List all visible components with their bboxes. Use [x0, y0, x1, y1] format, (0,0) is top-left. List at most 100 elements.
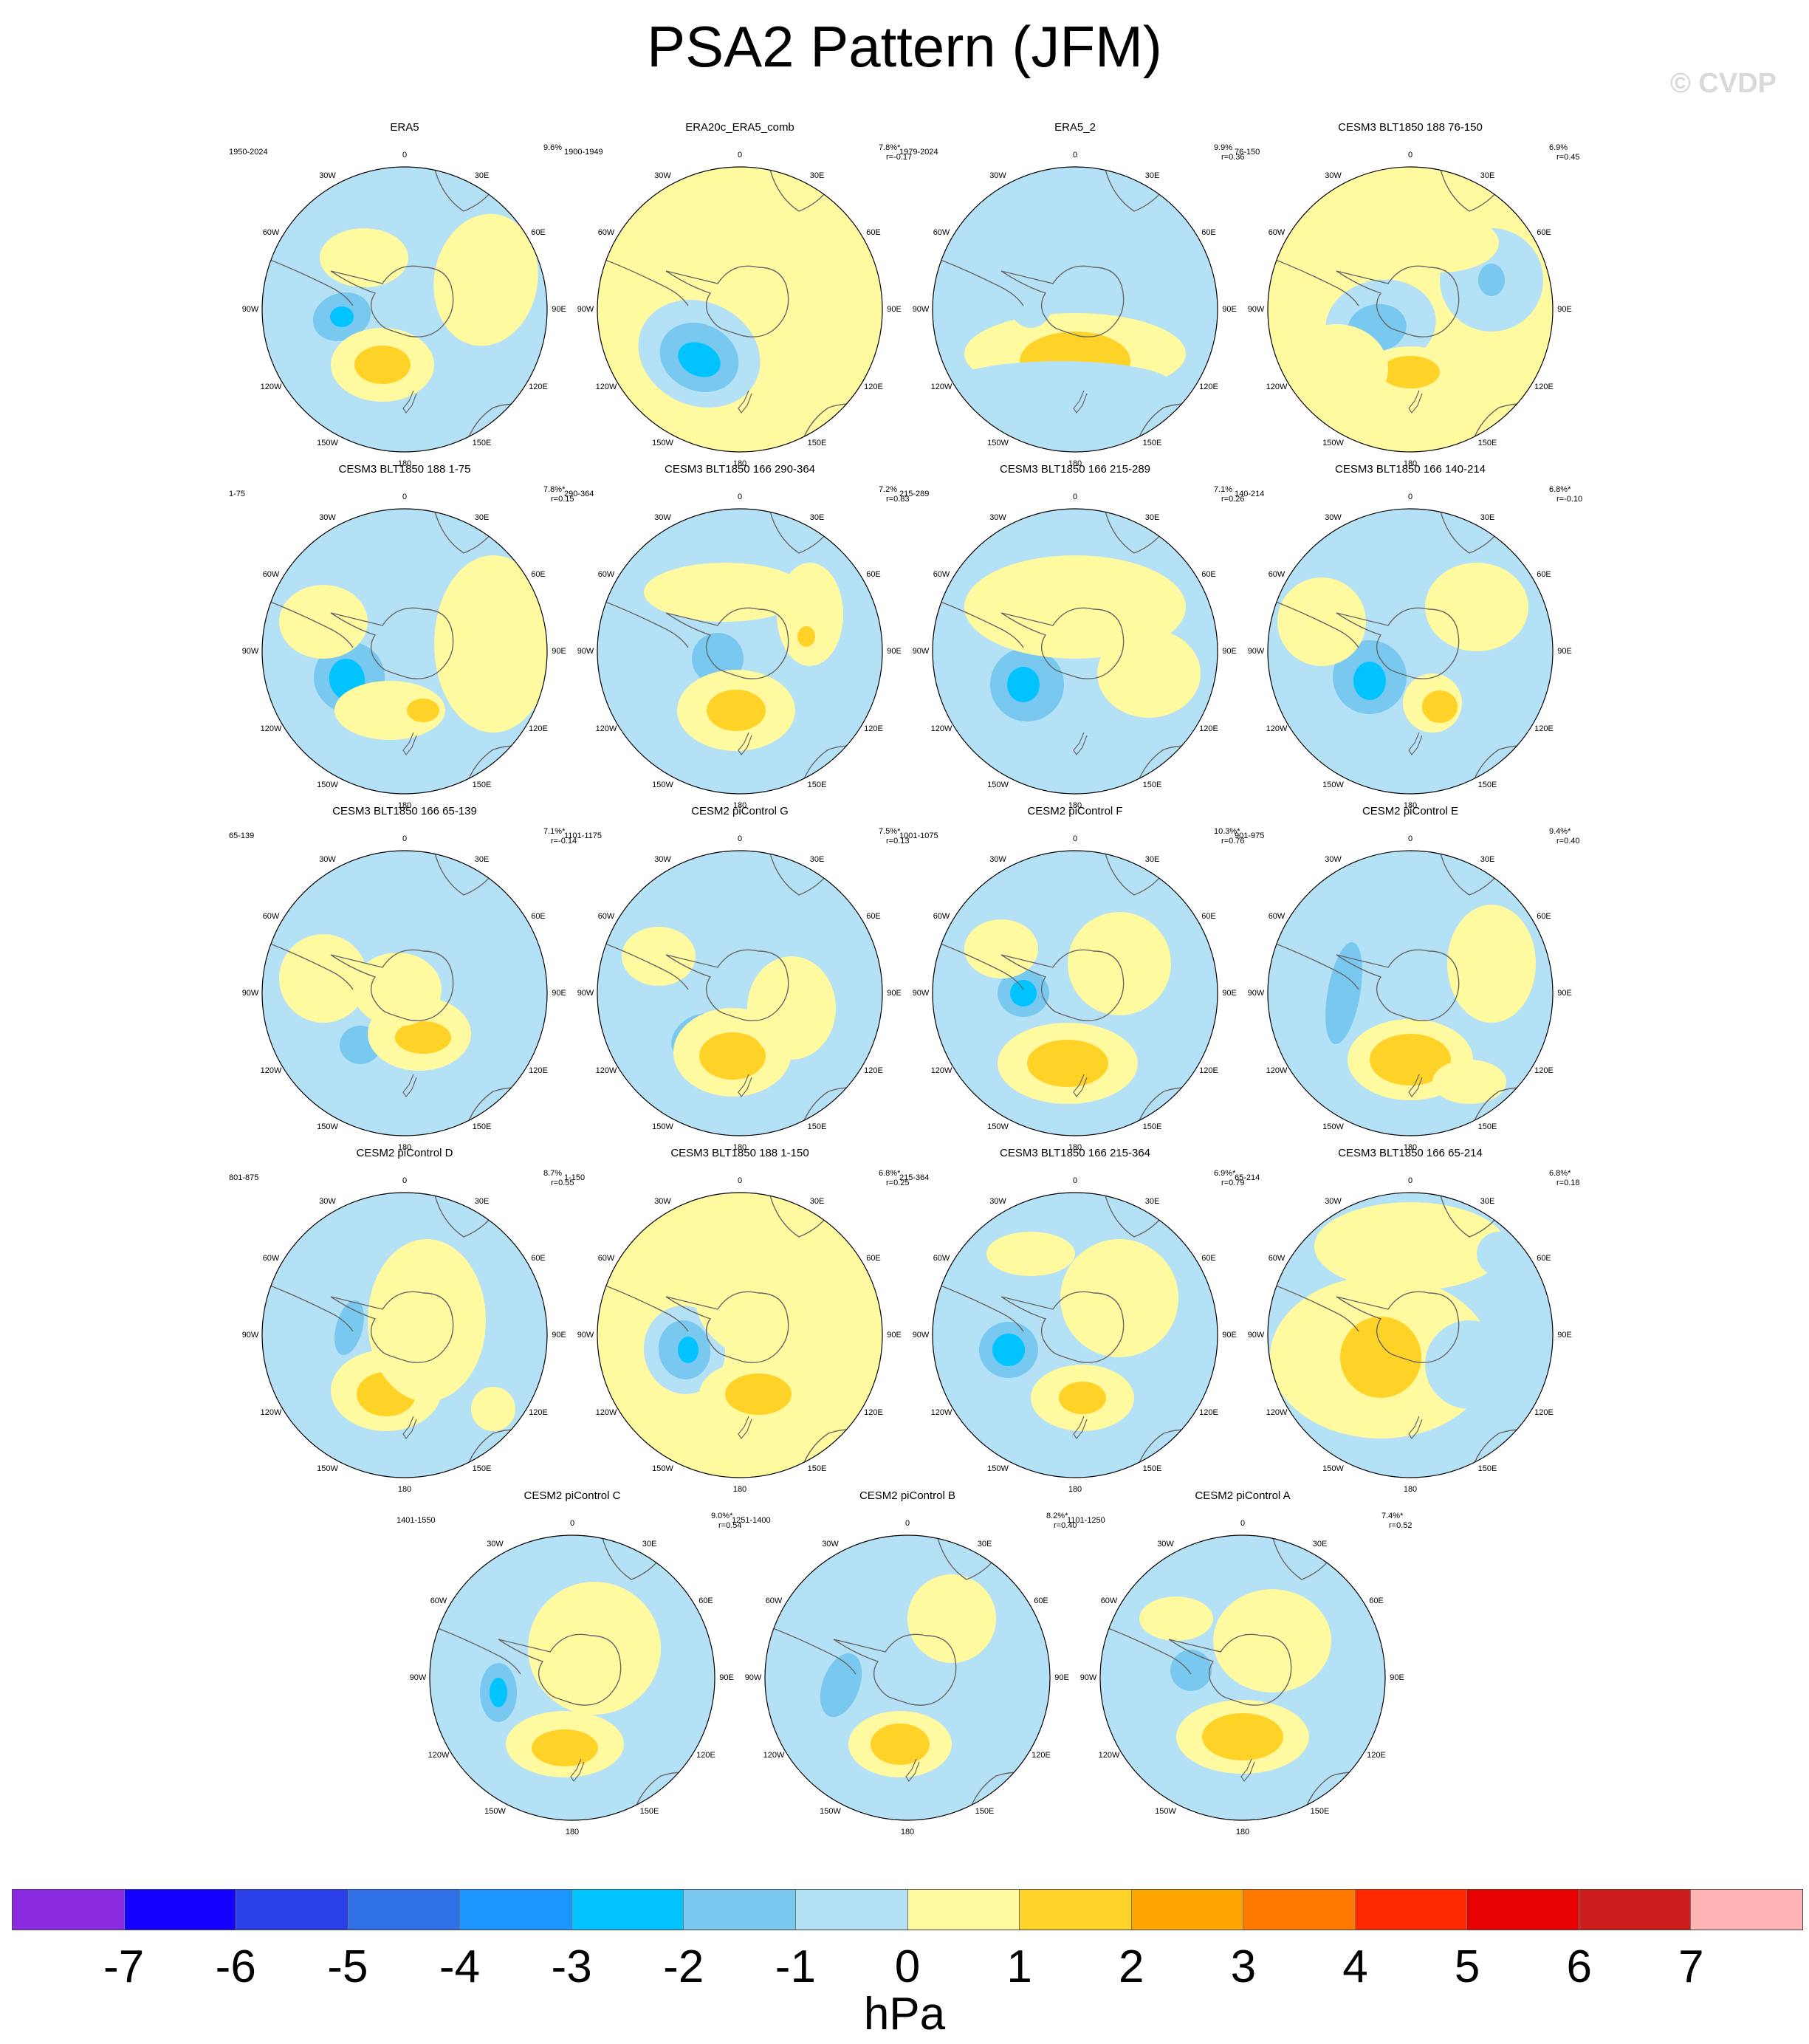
lon-label-60e: 60E — [531, 569, 546, 579]
panel-explained-variance: 6.8%* — [1549, 1169, 1571, 1178]
lon-label-60w: 60W — [430, 1596, 447, 1605]
colorbar-cell — [571, 1890, 684, 1930]
lon-label-150e: 150E — [472, 1464, 492, 1473]
panel-title: CESM3 BLT1850 166 290-364 — [664, 463, 816, 476]
lon-label-90w: 90W — [577, 647, 594, 656]
new-zealand-coastline — [1073, 390, 1088, 414]
africa-coastline — [433, 1193, 494, 1238]
africa-coastline — [601, 1535, 662, 1580]
map-panel-cesm2-picontrol-c: CESM2 piControl C 1401-1550 9.0%* r=0.54 0 30… — [380, 1489, 764, 1844]
lon-label-180: 180 — [1403, 1143, 1418, 1152]
panel-period: 1900-1949 — [564, 148, 603, 157]
africa-coastline — [1439, 167, 1500, 212]
polar-map — [932, 166, 1218, 453]
lon-label-90e: 90E — [887, 305, 902, 314]
lon-label-180: 180 — [732, 1485, 747, 1494]
lon-label-30e: 30E — [977, 1540, 992, 1549]
lon-label-60w: 60W — [262, 911, 280, 921]
panel-explained-variance: 6.8%* — [879, 1169, 901, 1178]
lon-label-150w: 150W — [987, 438, 1009, 447]
contour-region — [354, 346, 411, 384]
africa-coastline — [1104, 509, 1164, 554]
lon-label-30w: 30W — [989, 855, 1006, 864]
south-america-coastline — [934, 257, 1024, 306]
lon-label-30w: 30W — [654, 513, 671, 522]
lon-label-120w: 120W — [930, 1407, 952, 1417]
panel-period: 901-975 — [1235, 831, 1265, 840]
lon-label-60w: 60W — [933, 569, 950, 579]
panel-pattern-correlation: r=0.18 — [1556, 1179, 1580, 1187]
contour-region — [678, 1337, 698, 1363]
panel-explained-variance: 7.8%* — [879, 143, 901, 152]
lon-label-120w: 120W — [595, 1066, 617, 1075]
contour-region — [1048, 1052, 1087, 1075]
antarctica-coastline — [1000, 607, 1125, 679]
lon-label-30w: 30W — [319, 513, 336, 522]
contour-region — [1170, 1650, 1212, 1691]
map-panel-cesm3-blt1850-166-65-214: CESM3 BLT1850 166 65-214 65-214 6.8%* r=0.1… — [1218, 1147, 1602, 1501]
lon-label-60e: 60E — [1537, 1253, 1551, 1263]
lon-label-0: 0 — [1407, 1176, 1413, 1185]
lon-label-60e: 60E — [1034, 1596, 1048, 1605]
lon-label-90e: 90E — [1222, 305, 1237, 314]
contour-region — [1477, 1232, 1521, 1276]
lon-label-120w: 120W — [1266, 1066, 1288, 1075]
lon-label-150e: 150E — [1477, 438, 1497, 447]
lon-label-30e: 30E — [809, 855, 825, 864]
contour-region — [871, 1781, 944, 1811]
map-panel-cesm2-picontrol-e: CESM2 piControl E 901-975 9.4%* r=0.40 0 30E 6… — [1218, 805, 1602, 1159]
watermark: © CVDP — [1669, 68, 1777, 99]
panel-period: 65-139 — [229, 831, 255, 840]
panel-pattern-correlation: r=0.26 — [1221, 495, 1245, 504]
lon-label-120w: 120W — [428, 1750, 450, 1760]
contour-region — [1432, 1060, 1506, 1104]
lon-label-120w: 120W — [930, 382, 952, 391]
colorbar-tick-label: -4 — [439, 1941, 481, 1992]
panel-period: 1101-1250 — [1067, 1516, 1105, 1525]
lon-label-120e: 120E — [1534, 382, 1554, 391]
antarctica-coastline — [1000, 949, 1125, 1021]
map-border — [261, 508, 548, 795]
colorbar-tick-label: 5 — [1454, 1941, 1480, 1992]
contour-region — [644, 1416, 777, 1475]
map-border — [1099, 1534, 1386, 1821]
contour-region — [725, 1373, 792, 1415]
colorbar-tick-label: -1 — [775, 1941, 816, 1992]
lon-label-30w: 30W — [1157, 1540, 1174, 1549]
lon-label-120e: 120E — [529, 382, 548, 391]
new-zealand-coastline — [570, 1758, 585, 1783]
antarctica-coastline — [1000, 1291, 1125, 1363]
lon-label-120w: 120W — [1098, 1750, 1120, 1760]
africa-coastline — [1104, 1193, 1164, 1238]
lon-label-30w: 30W — [822, 1540, 839, 1549]
south-america-coastline — [1269, 257, 1359, 306]
lon-label-150e: 150E — [807, 780, 827, 789]
lon-label-30e: 30E — [809, 1197, 825, 1206]
south-america-coastline — [599, 1283, 689, 1332]
colorbar-cell — [1467, 1890, 1579, 1930]
south-america-coastline — [766, 1625, 857, 1675]
panel-period: 140-214 — [1235, 490, 1265, 498]
colorbar-tick-label: 1 — [1006, 1941, 1032, 1992]
lon-label-30e: 30E — [1312, 1540, 1328, 1549]
colorbar-tick-label: -7 — [103, 1941, 145, 1992]
colorbar-cell — [1579, 1890, 1692, 1930]
panel-title: ERA5 — [390, 121, 419, 134]
south-america-coastline — [1269, 1283, 1359, 1332]
panel-period: 1001-1075 — [899, 831, 938, 840]
lon-label-60w: 60W — [597, 569, 615, 579]
map-background — [933, 167, 1218, 452]
map-border — [764, 1534, 1051, 1821]
lon-label-60e: 60E — [1537, 911, 1551, 921]
lon-label-150w: 150W — [1155, 1806, 1176, 1816]
colorbar-cell — [124, 1890, 237, 1930]
lon-label-60w: 60W — [1268, 227, 1285, 237]
lon-label-30e: 30E — [642, 1540, 657, 1549]
map-border — [1267, 1192, 1554, 1478]
panel-title: CESM3 BLT1850 166 65-214 — [1338, 1147, 1483, 1159]
polar-map — [429, 1534, 715, 1821]
lon-label-90w: 90W — [1247, 989, 1265, 998]
colorbar-cell — [1020, 1890, 1132, 1930]
panel-explained-variance: 9.6% — [543, 143, 563, 152]
antarctica-coastline — [833, 1633, 957, 1706]
